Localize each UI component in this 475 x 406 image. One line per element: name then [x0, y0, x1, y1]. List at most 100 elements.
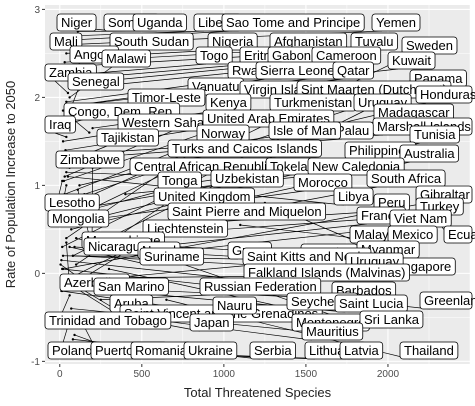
point-label: Latvia — [340, 342, 383, 359]
point-label: Qatar — [333, 62, 374, 79]
data-point — [61, 268, 63, 270]
point-label: Viet Nam — [390, 210, 451, 227]
data-point — [70, 228, 72, 230]
point-label: United Kingdom — [154, 188, 255, 205]
label-text: Thailand — [404, 343, 454, 358]
label-text: Romania — [135, 343, 188, 358]
point-label: Ukraine — [184, 342, 237, 359]
point-label: Sao Tome and Principe — [222, 14, 364, 31]
label-text: Sri Lanka — [364, 312, 420, 327]
label-text: Greenland — [424, 293, 475, 308]
x-tick-label: 0 — [57, 369, 63, 380]
data-point — [67, 175, 69, 177]
y-axis-title: Rate of Population Increase to 2050 — [3, 81, 18, 288]
label-text: Saint Pierre and Miquelon — [172, 204, 322, 219]
data-point — [65, 171, 67, 173]
point-label: Tajikistan — [97, 129, 158, 146]
label-text: Ecuador — [448, 227, 475, 242]
x-tick-label: 500 — [133, 369, 150, 380]
point-label: Thailand — [400, 342, 458, 359]
data-point — [61, 180, 63, 182]
point-label: Uganda — [133, 14, 187, 31]
point-label: Saint Pierre and Miquelon — [168, 203, 326, 220]
data-point — [60, 259, 62, 261]
point-label: Iraq — [45, 116, 75, 133]
label-text: Uganda — [137, 15, 183, 30]
y-axis-ticks: -1 0 1 2 3 — [31, 5, 45, 368]
data-point — [75, 237, 77, 239]
data-point — [65, 237, 67, 239]
label-text: Cameroon — [316, 48, 377, 63]
point-label: Japan — [190, 314, 233, 331]
label-text: Russian Federation — [204, 279, 317, 294]
point-label: Sri Lanka — [360, 311, 423, 328]
label-text: Japan — [194, 315, 229, 330]
point-label: Norway — [197, 125, 249, 142]
label-text: Turks and Caicos Islands — [172, 141, 318, 156]
y-tick-label: 0 — [34, 269, 40, 280]
point-label: Honduras — [416, 86, 475, 103]
data-point — [67, 92, 69, 94]
point-label: Romania — [131, 342, 191, 359]
label-text: South Sudan — [114, 34, 189, 49]
label-text: Latvia — [344, 343, 379, 358]
y-tick-label: 3 — [34, 5, 40, 16]
data-point — [88, 131, 90, 133]
x-axis-ticks: 0 500 1000 1500 2000 — [57, 364, 400, 380]
point-label: Greenland — [420, 292, 475, 309]
label-text: Senegal — [72, 74, 120, 89]
label-text: Libya — [338, 189, 370, 204]
data-point — [73, 246, 75, 248]
data-point — [70, 307, 72, 309]
data-point — [68, 96, 70, 98]
label-text: Poland — [52, 343, 92, 358]
point-label: Australia — [400, 145, 459, 162]
label-text: Kenya — [210, 95, 248, 110]
label-text: Tajikistan — [101, 130, 154, 145]
label-text: Mongolia — [52, 211, 106, 226]
data-point — [62, 255, 64, 257]
point-label: Gabon — [268, 47, 315, 64]
label-text: Yemen — [376, 15, 416, 30]
point-label: Malawi — [102, 50, 150, 67]
point-label: Serbia — [250, 342, 296, 359]
point-label: Senegal — [68, 73, 124, 90]
label-text: Togo — [200, 48, 228, 63]
point-label: Zimbabwe — [56, 151, 124, 168]
data-point — [65, 52, 67, 54]
label-text: Mauritius — [306, 324, 359, 339]
label-text: Serbia — [254, 343, 292, 358]
y-tick-label: 1 — [34, 181, 40, 192]
label-text: Isle of Man — [273, 123, 337, 138]
label-text: Tonga — [162, 173, 198, 188]
data-point — [75, 263, 77, 265]
point-label: Nauru — [213, 297, 256, 314]
label-text: Malawi — [106, 51, 147, 66]
point-label: Libya — [334, 188, 373, 205]
data-point — [72, 255, 74, 257]
label-text: Qatar — [337, 63, 370, 78]
y-tick-label: 2 — [34, 93, 40, 104]
label-text: Saint Lucia — [339, 296, 404, 311]
label-text: Turkmenistan — [274, 95, 352, 110]
label-text: Gabon — [272, 48, 311, 63]
label-text: Sierra Leone — [260, 63, 334, 78]
label-text: Zimbabwe — [60, 152, 120, 167]
label-text: Mexico — [392, 227, 433, 242]
label-text: Kuwait — [392, 53, 431, 68]
point-label: Saint Lucia — [335, 295, 407, 312]
point-label: Turkmenistan — [270, 94, 356, 111]
label-text: Australia — [404, 146, 455, 161]
data-point — [63, 175, 65, 177]
data-point — [91, 127, 93, 129]
label-text: Iraq — [49, 117, 71, 132]
label-text: Norway — [201, 126, 246, 141]
point-label: Ecuador — [444, 226, 475, 243]
label-text: United Kingdom — [158, 189, 251, 204]
point-label: Yemen — [372, 14, 420, 31]
label-text: Tunisia — [414, 127, 456, 142]
data-point — [68, 294, 70, 296]
x-tick-label: 2000 — [377, 369, 400, 380]
data-point — [61, 246, 63, 248]
label-text: Honduras — [420, 87, 475, 102]
